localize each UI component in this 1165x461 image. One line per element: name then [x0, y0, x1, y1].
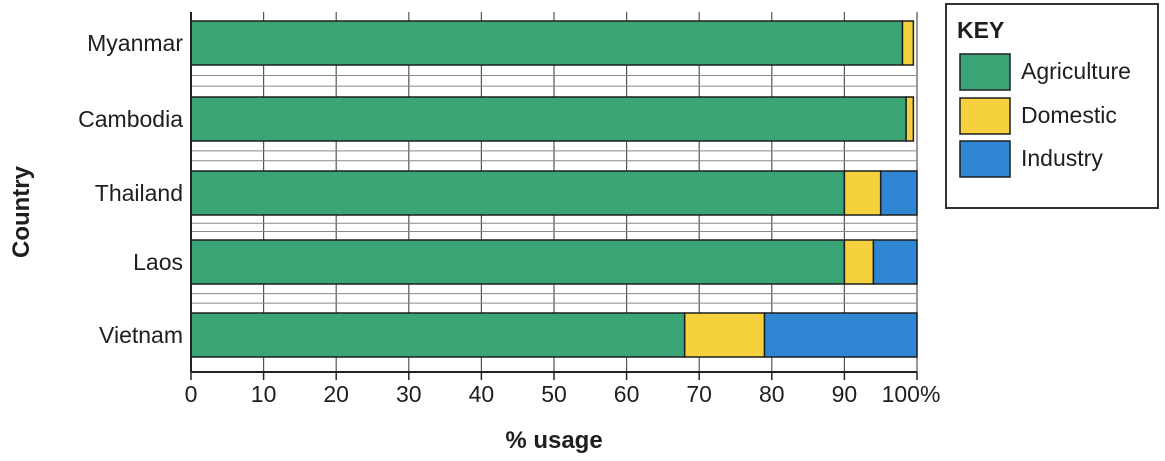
- legend-label-industry: Industry: [1021, 145, 1103, 171]
- legend-swatch-industry: [959, 140, 1011, 178]
- legend-label-domestic: Domestic: [1021, 102, 1117, 128]
- legend-swatch-domestic: [959, 97, 1011, 135]
- category-label-vietnam: Vietnam: [99, 322, 183, 348]
- bar-vietnam-agriculture: [190, 312, 686, 358]
- bar-laos-domestic: [843, 239, 875, 285]
- x-tick-label: 90: [832, 381, 858, 407]
- y-axis-title: Country: [8, 165, 35, 258]
- x-tick-label: 20: [323, 381, 349, 407]
- x-tick-label: 60: [614, 381, 640, 407]
- x-tick-label: 80: [759, 381, 785, 407]
- bar-cambodia-domestic: [905, 96, 915, 142]
- x-tick-label: 40: [469, 381, 495, 407]
- bar-vietnam-domestic: [683, 312, 766, 358]
- bar-thailand-industry: [879, 170, 918, 216]
- x-tick-label: 0: [185, 381, 198, 407]
- category-label-thailand: Thailand: [95, 180, 183, 206]
- x-axis-title: % usage: [505, 427, 602, 454]
- x-tick-label: 10: [251, 381, 277, 407]
- x-tick-label: 100%: [882, 381, 941, 407]
- bar-thailand-domestic: [843, 170, 882, 216]
- bar-laos-industry: [872, 239, 918, 285]
- bar-vietnam-industry: [763, 312, 918, 358]
- category-label-cambodia: Cambodia: [78, 106, 183, 132]
- bar-cambodia-agriculture: [190, 96, 907, 142]
- x-tick-label: 70: [686, 381, 712, 407]
- bars: [190, 20, 918, 358]
- legend: KEY Agriculture Domestic Industry: [945, 3, 1159, 209]
- x-axis-ticks: 0 10 20 30 40 50 60 70 80 90 100%: [185, 372, 941, 407]
- category-label-laos: Laos: [133, 249, 183, 275]
- bar-thailand-agriculture: [190, 170, 846, 216]
- bar-myanmar-domestic: [901, 20, 915, 66]
- legend-label-agriculture: Agriculture: [1021, 58, 1131, 84]
- bar-laos-agriculture: [190, 239, 846, 285]
- category-label-myanmar: Myanmar: [87, 30, 183, 56]
- x-tick-label: 50: [541, 381, 567, 407]
- legend-title: KEY: [957, 17, 1004, 43]
- y-axis-categories: Myanmar Cambodia Thailand Laos Vietnam: [78, 30, 183, 348]
- legend-swatch-agriculture: [959, 53, 1011, 91]
- x-tick-label: 30: [396, 381, 422, 407]
- legend-items: Agriculture Domestic Industry: [959, 53, 1131, 178]
- bar-myanmar-agriculture: [190, 20, 904, 66]
